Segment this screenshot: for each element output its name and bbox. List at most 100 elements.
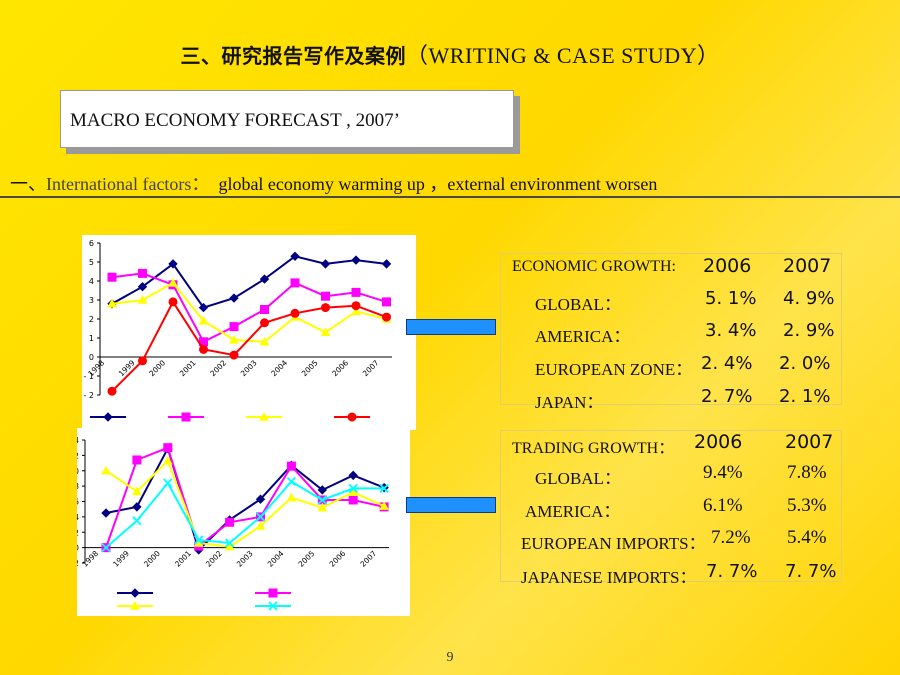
economic-row-2007: 2. 9% <box>783 320 835 341</box>
economic-row-2006: 5. 1% <box>705 288 757 309</box>
data-point-series-2 <box>348 495 358 505</box>
x-tick-label: 2006 <box>330 358 350 378</box>
x-tick-label: 2000 <box>142 549 162 569</box>
data-point-series-1 <box>101 508 111 518</box>
y-tick-label: 1 0 <box>77 467 79 476</box>
data-point-series-4 <box>255 512 266 522</box>
legend-marker-4 <box>268 601 278 611</box>
data-point-series-4 <box>132 516 142 526</box>
data-point-series-1 <box>320 259 331 269</box>
data-point-series-1 <box>255 494 266 504</box>
trading-row-2007: 5.4% <box>787 527 827 548</box>
data-point-series-1 <box>259 274 270 284</box>
trading-row-label: EUROPEAN IMPORTS： <box>521 534 706 553</box>
x-tick-label: 2007 <box>358 549 378 569</box>
data-point-series-1 <box>198 302 209 313</box>
data-point-series-2 <box>260 305 269 314</box>
y-tick-label: 2 <box>89 315 94 324</box>
data-point-series-1 <box>351 255 361 265</box>
legend-marker-4 <box>347 412 357 422</box>
series-line-4 <box>111 299 387 392</box>
y-tick-label: - 1 <box>83 372 94 381</box>
trading-row-2006: 7.2% <box>711 527 751 548</box>
data-point-series-4 <box>351 301 361 311</box>
y-tick-label: 2 <box>77 528 79 537</box>
trading-row-2006: 9.4% <box>703 462 743 483</box>
y-tick-label: 6 <box>89 239 94 248</box>
arrow-shape-1 <box>406 319 496 335</box>
economic-row-2007: 2. 0% <box>779 353 831 374</box>
data-point-series-3 <box>162 455 173 465</box>
x-tick-label: 2003 <box>235 549 255 569</box>
x-tick-label: 2004 <box>266 549 286 569</box>
data-point-series-3 <box>379 501 389 510</box>
data-point-series-4 <box>382 312 391 322</box>
trading-growth-table <box>500 430 842 582</box>
x-tick-label: 2005 <box>300 358 320 378</box>
trading-table-header: TRADING GROWTH： <box>512 440 675 457</box>
data-point-series-4 <box>138 356 147 366</box>
data-point-series-3 <box>259 336 270 346</box>
economic-row-label: EUROPEAN ZONE： <box>535 360 693 379</box>
data-point-series-1 <box>290 251 300 262</box>
economic-year-2006: 2006 <box>703 255 752 277</box>
legend-marker-1 <box>103 412 113 422</box>
data-point-series-3 <box>320 327 331 336</box>
x-tick-label: 2001 <box>178 358 198 378</box>
data-point-series-1 <box>132 502 142 512</box>
data-point-series-3 <box>137 294 148 304</box>
y-tick-label: 5 <box>89 258 94 267</box>
x-tick-label: 1998 <box>80 549 100 569</box>
data-point-series-4 <box>286 476 297 487</box>
data-point-series-3 <box>317 502 328 512</box>
economic-year-2007: 2007 <box>783 255 832 277</box>
series-line-4 <box>105 480 385 549</box>
data-point-series-2 <box>229 322 239 332</box>
series-line-3 <box>105 458 385 548</box>
economic-row-label: AMERICA： <box>535 327 631 346</box>
data-point-series-2 <box>132 455 142 465</box>
data-point-series-3 <box>107 298 117 308</box>
data-point-series-4 <box>199 344 208 354</box>
trading-row-2007: 5.3% <box>787 495 827 516</box>
title-english: （WRITING & CASE STUDY） <box>406 43 720 68</box>
trading-row-label: AMERICA： <box>525 502 621 521</box>
data-point-series-3 <box>286 492 297 502</box>
data-point-series-1 <box>348 470 358 481</box>
data-point-series-4-stroke <box>194 535 204 545</box>
trading-row-2006: 6.1% <box>703 495 743 516</box>
y-tick-label: 1 <box>89 334 94 343</box>
data-point-series-4 <box>290 308 300 318</box>
data-point-series-2 <box>225 517 235 527</box>
data-point-series-4-stroke <box>255 512 266 522</box>
trading-row-2006: 7. 7% <box>706 561 758 582</box>
data-point-series-2 <box>351 287 361 297</box>
series-line-2 <box>111 272 387 344</box>
data-point-series-2 <box>138 268 147 278</box>
data-point-series-4-stroke <box>163 478 173 488</box>
economic-row-2007: 4. 9% <box>783 288 835 309</box>
y-tick-label: 0 <box>89 353 94 362</box>
data-point-series-2 <box>107 272 117 282</box>
data-point-series-2 <box>286 461 296 471</box>
section-prefix: 一、 <box>10 174 46 194</box>
data-point-series-4-stroke <box>286 476 297 487</box>
data-point-series-4 <box>163 478 173 488</box>
data-point-series-3 <box>168 277 178 287</box>
section-heading: 一、International factors： global economy … <box>10 170 657 196</box>
page-title: 三、研究报告写作及案例（WRITING & CASE STUDY） <box>0 38 900 70</box>
arrow-shape-2 <box>406 497 496 513</box>
x-tick-label: 2005 <box>297 549 317 569</box>
x-tick-label: 2000 <box>147 358 167 378</box>
series-line-3 <box>111 281 387 343</box>
y-tick-label: - 2 <box>83 391 94 400</box>
data-point-series-1 <box>317 485 328 495</box>
legend-marker-4-stroke <box>268 601 278 611</box>
x-tick-label: 2003 <box>239 358 259 378</box>
data-point-series-3 <box>198 315 209 325</box>
legend-marker-2 <box>181 412 191 422</box>
data-point-series-3 <box>224 541 235 551</box>
y-tick-label: 0 <box>77 544 79 553</box>
